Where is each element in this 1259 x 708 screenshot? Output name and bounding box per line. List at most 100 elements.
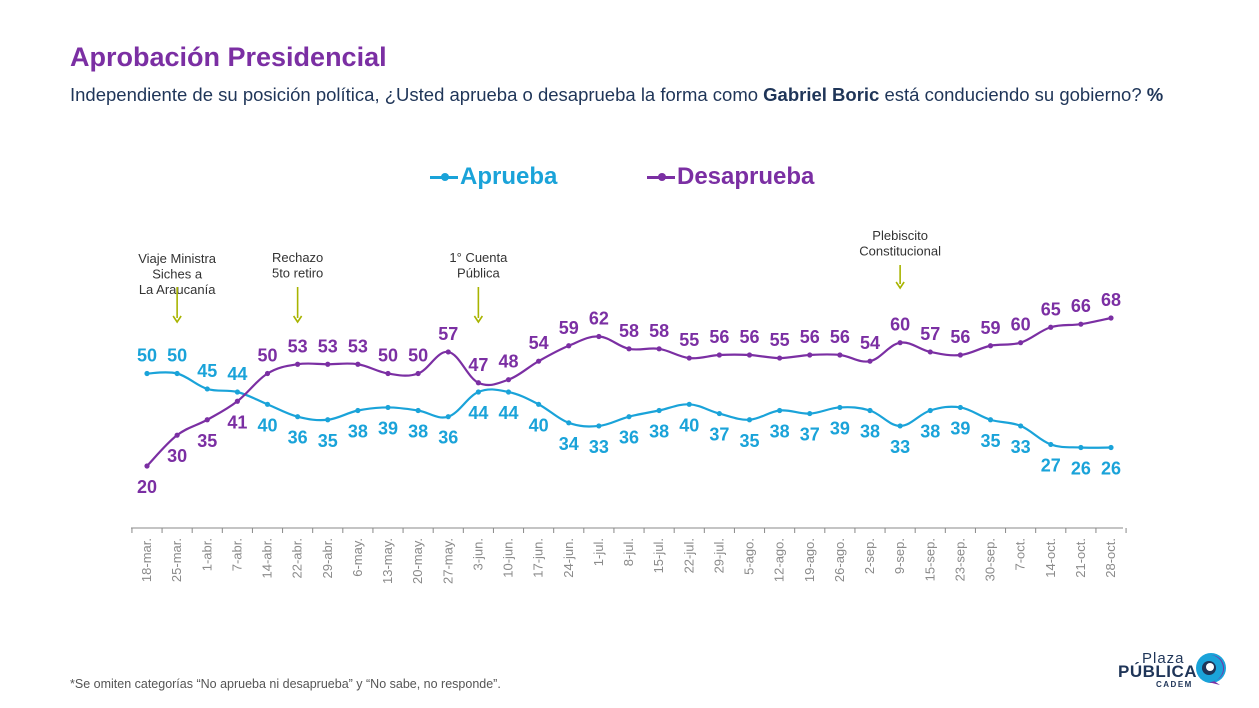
data-label-aprueba: 40 (257, 415, 277, 435)
data-label-desaprueba: 59 (980, 318, 1000, 338)
data-label-desaprueba: 47 (468, 355, 488, 375)
data-point-desaprueba (295, 361, 301, 367)
data-point-aprueba (1078, 444, 1084, 451)
data-label-aprueba: 33 (890, 437, 910, 457)
subtitle-name: Gabriel Boric (763, 84, 880, 105)
data-label-desaprueba: 50 (257, 346, 277, 366)
data-label-aprueba: 34 (559, 434, 579, 454)
logo-text-cadem: CADEM (1156, 680, 1193, 689)
data-point-aprueba (566, 420, 572, 426)
data-point-desaprueba (234, 398, 240, 404)
x-tick-label: 26-ago. (832, 538, 847, 582)
data-label-aprueba: 33 (589, 437, 609, 457)
data-point-aprueba (987, 417, 994, 423)
legend-label-desaprueba: Desaprueba (677, 163, 815, 190)
data-point-aprueba (204, 386, 210, 392)
x-tick-label: 13-may. (380, 538, 395, 584)
data-label-aprueba: 44 (468, 403, 488, 423)
data-label-aprueba: 37 (800, 425, 820, 445)
data-point-desaprueba (716, 352, 722, 358)
data-point-desaprueba (656, 346, 662, 352)
data-point-desaprueba (626, 346, 632, 352)
data-label-aprueba: 35 (980, 431, 1000, 451)
annotation-label: Rechazo (272, 250, 323, 265)
x-tick-label: 18-mar. (139, 538, 154, 582)
data-label-desaprueba: 59 (559, 318, 579, 338)
data-point-desaprueba (204, 417, 210, 423)
x-tick-label: 12-ago. (772, 538, 787, 582)
data-point-desaprueba (355, 361, 361, 367)
x-tick-label: 29-jul. (711, 538, 726, 573)
data-label-aprueba: 38 (348, 422, 368, 442)
annotation-label: Viaje Ministra (138, 251, 217, 266)
x-tick-label: 3-jun. (470, 538, 485, 571)
x-tick-label: 7-oct. (1013, 538, 1028, 571)
logo-text-plaza: Plaza (1142, 650, 1185, 667)
data-point-desaprueba (837, 352, 843, 358)
data-point-aprueba (656, 407, 662, 414)
data-label-desaprueba: 48 (498, 352, 518, 372)
data-point-aprueba (475, 389, 481, 395)
data-point-desaprueba (807, 352, 813, 358)
x-tick-label: 1-abr. (199, 538, 214, 571)
data-point-aprueba (777, 407, 783, 414)
data-label-desaprueba: 41 (227, 412, 247, 432)
legend-item-desaprueba: Desaprueba (647, 163, 814, 191)
data-label-aprueba: 36 (619, 428, 639, 448)
data-label-desaprueba: 60 (1011, 315, 1031, 335)
data-point-desaprueba (1018, 340, 1024, 346)
data-label-desaprueba: 58 (619, 321, 639, 341)
data-point-aprueba (174, 370, 180, 377)
data-point-desaprueba (566, 343, 572, 349)
x-tick-label: 22-abr. (290, 538, 305, 578)
plaza-publica-cadem-logo: Plaza PÚBLICA CADEM (1118, 650, 1243, 695)
data-point-desaprueba (445, 349, 451, 355)
data-point-aprueba (626, 414, 632, 420)
footnote: *Se omiten categorías “No aprueba ni des… (70, 677, 501, 691)
data-label-aprueba: 39 (830, 418, 850, 438)
data-point-aprueba (415, 407, 421, 414)
x-tick-label: 30-sep. (983, 538, 998, 581)
data-point-aprueba (897, 423, 903, 429)
data-label-aprueba: 44 (227, 364, 247, 384)
annotation-label: 5to retiro (272, 266, 323, 281)
legend-label-aprueba: Aprueba (460, 163, 558, 190)
data-label-aprueba: 45 (197, 361, 217, 381)
x-tick-label: 15-sep. (922, 538, 937, 581)
data-point-desaprueba (385, 370, 391, 377)
annotation-arrow-head (172, 315, 182, 324)
data-point-desaprueba (957, 352, 963, 358)
x-tick-label: 7-abr. (229, 538, 244, 571)
data-point-aprueba (957, 404, 963, 411)
data-label-desaprueba: 30 (167, 446, 187, 466)
data-point-aprueba (686, 401, 692, 407)
data-point-aprueba (295, 414, 301, 420)
data-label-desaprueba: 58 (649, 321, 669, 341)
data-label-desaprueba: 56 (739, 327, 759, 347)
data-point-aprueba (837, 404, 843, 411)
x-tick-label: 20-may. (410, 538, 425, 584)
data-label-aprueba: 40 (529, 415, 549, 435)
chart-subtitle: Independiente de su posición política, ¿… (70, 84, 1180, 106)
x-tick-label: 2-sep. (862, 538, 877, 574)
x-tick-label: 25-mar. (169, 538, 184, 582)
data-label-aprueba: 40 (679, 415, 699, 435)
data-label-aprueba: 39 (950, 418, 970, 438)
chart-title: Aprobación Presidencial (70, 42, 387, 72)
data-point-desaprueba (746, 352, 753, 358)
x-tick-label: 29-abr. (320, 538, 335, 578)
data-label-desaprueba: 55 (679, 330, 699, 350)
data-label-desaprueba: 62 (589, 309, 609, 329)
x-tick-label: 27-may. (440, 538, 455, 584)
data-point-desaprueba (536, 358, 542, 364)
data-label-desaprueba: 57 (438, 324, 458, 344)
x-tick-label: 23-sep. (952, 538, 967, 581)
data-label-aprueba: 36 (288, 428, 308, 448)
data-point-aprueba (445, 414, 451, 420)
data-label-aprueba: 33 (1011, 437, 1031, 457)
data-label-desaprueba: 53 (348, 336, 368, 356)
annotation-label: Pública (457, 266, 500, 281)
data-label-aprueba: 35 (739, 431, 759, 451)
annotation-label: Plebiscito (872, 228, 928, 243)
